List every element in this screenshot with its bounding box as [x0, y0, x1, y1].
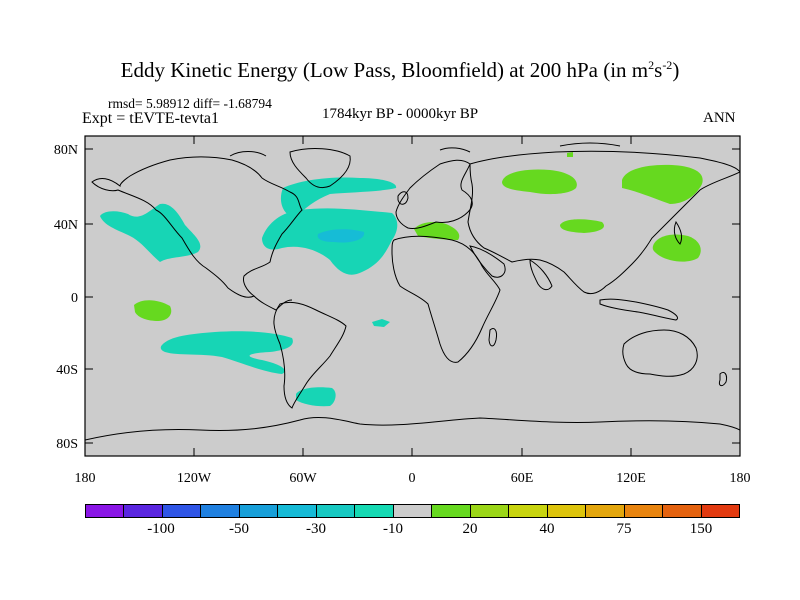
colorbar-label: 20: [462, 521, 478, 537]
coast-europe: [395, 159, 473, 229]
coast-south-america: [273, 301, 347, 409]
coast-asia: [467, 150, 740, 295]
period-label: 1784kyr BP - 0000kyr BP: [322, 106, 479, 122]
coast-arctic-islands: [229, 142, 621, 157]
region-south-pacific: [160, 331, 293, 374]
lon-tick-marks: [193, 136, 632, 456]
lat-label-0: 0: [71, 291, 78, 306]
lon-label-180e: 180: [730, 471, 751, 486]
region-central-pacific: [134, 300, 172, 321]
lat-label-40n: 40N: [54, 218, 78, 233]
figure-title: Eddy Kinetic Energy (Low Pass, Bloomfiel…: [120, 58, 680, 82]
region-labrador: [280, 177, 397, 218]
region-east-siberia: [622, 164, 703, 204]
colorbar-label: -10: [383, 521, 403, 537]
colorbar-segment: [239, 505, 279, 517]
coast-britain: [397, 191, 409, 205]
anomaly-fields: [100, 152, 703, 407]
region-japan: [652, 234, 701, 262]
region-arctic-spot: [567, 152, 573, 157]
coast-indonesia: [599, 298, 679, 321]
colorbar-segment: [701, 505, 739, 517]
season-label: ANN: [703, 110, 736, 126]
lon-label-120e: 120E: [616, 471, 646, 486]
colorbar-label: 150: [689, 521, 713, 537]
colorbar-label: -30: [306, 521, 326, 537]
colorbar-label: -100: [147, 521, 175, 537]
lat-label-80s: 80S: [56, 437, 78, 452]
lon-label-120w: 120W: [177, 471, 212, 486]
coast-north-america: [91, 156, 303, 298]
lat-label-80n: 80N: [54, 143, 78, 158]
colorbar-segment: [162, 505, 202, 517]
colorbar-label: 75: [616, 521, 632, 537]
coast-greenland: [289, 148, 351, 189]
region-north-atlantic-core: [317, 229, 365, 243]
region-central-asia: [560, 219, 604, 233]
lon-label-0: 0: [409, 471, 416, 486]
colorbar-segment: [124, 505, 163, 517]
region-north-pacific: [100, 203, 201, 262]
colorbar-segment: [201, 505, 240, 517]
colorbar-segment: [393, 505, 433, 517]
colorbar-segment: [316, 505, 356, 517]
colorbar-segment: [586, 505, 625, 517]
colorbar-label: 40: [539, 521, 555, 537]
colorbar-segment: [624, 505, 664, 517]
lat-label-40s: 40S: [56, 363, 78, 378]
region-siberia: [502, 169, 577, 195]
colorbar-label: -50: [229, 521, 249, 537]
colorbar-segment: [663, 505, 702, 517]
colorbar-segment: [432, 505, 471, 517]
colorbar-segment: [86, 505, 125, 517]
region-south-atlantic: [296, 387, 336, 407]
region-equatorial-atlantic: [372, 319, 390, 327]
colorbar-segment: [470, 505, 510, 517]
colorbar-segment: [278, 505, 317, 517]
stats-text: rmsd= 5.98912 diff= -1.68794: [108, 96, 272, 111]
coast-madagascar: [488, 327, 497, 347]
coast-india: [529, 259, 553, 291]
colorbar-segment: [509, 505, 548, 517]
coastlines: [85, 142, 740, 441]
experiment-label: Expt = tEVTE-tevta1: [82, 110, 219, 127]
lat-tick-marks: [85, 148, 740, 444]
coast-arabia: [469, 245, 506, 278]
coast-japan: [673, 220, 683, 245]
colorbar: [85, 504, 740, 518]
colorbar-segment: [355, 505, 394, 517]
lon-label-60w: 60W: [289, 471, 317, 486]
lon-label-60e: 60E: [511, 471, 534, 486]
colorbar-segment: [547, 505, 587, 517]
lon-label-180w: 180: [75, 471, 96, 486]
coast-antarctica: [85, 417, 740, 441]
coast-australia: [622, 329, 698, 377]
coast-new-zealand: [719, 371, 727, 387]
